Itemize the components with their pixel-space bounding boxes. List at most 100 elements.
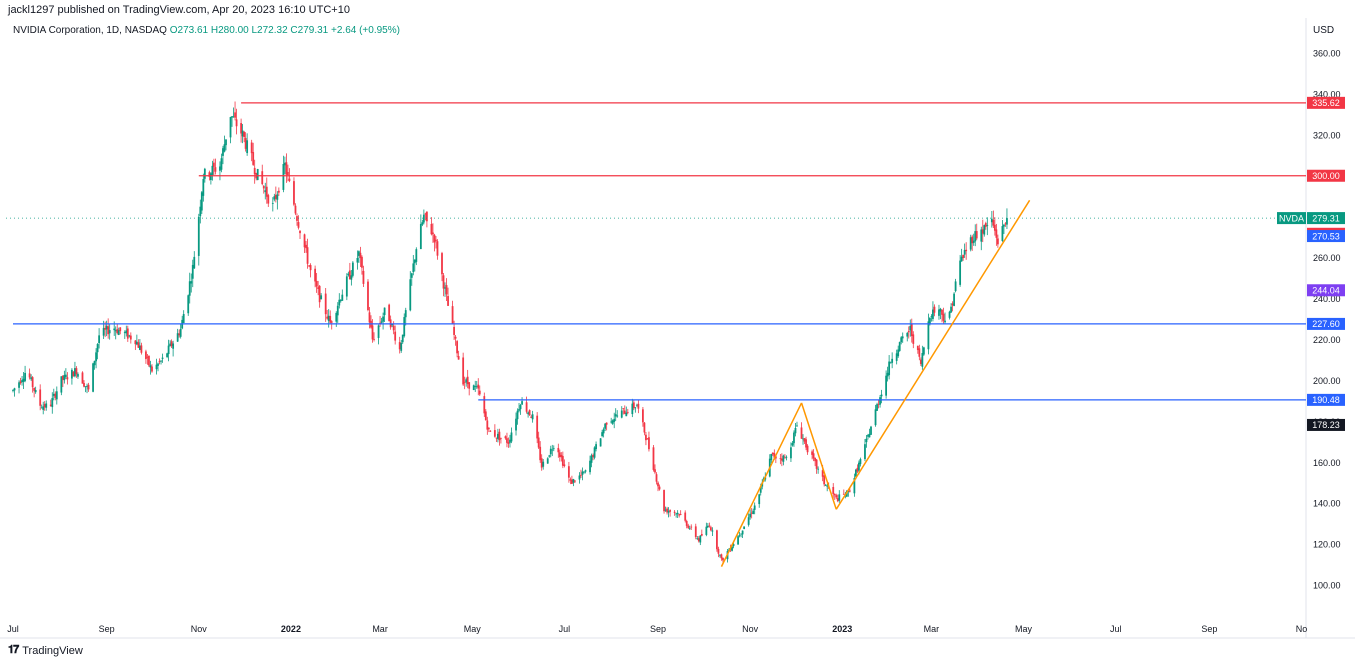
candle-body [178, 333, 181, 336]
candle-body [83, 382, 85, 387]
candle-body [329, 315, 332, 323]
x-tick-label: Jul [559, 624, 571, 634]
candle-body [838, 494, 841, 501]
candle-body [235, 119, 238, 127]
candle-body [388, 304, 391, 322]
candle-body [542, 461, 545, 467]
candle-body [974, 231, 977, 242]
candle-body [657, 482, 659, 487]
candle-body [126, 328, 129, 339]
candle-body [412, 263, 415, 273]
candle-body [858, 462, 860, 471]
candle-body [454, 336, 457, 339]
candle-body [113, 328, 116, 331]
candle-body [699, 535, 702, 543]
candle-body [950, 306, 952, 313]
candle-body [678, 514, 681, 516]
candle-body [19, 381, 22, 384]
close-value: C279.31 [290, 25, 329, 36]
candle-body [240, 123, 242, 134]
candle-body [324, 293, 327, 315]
candle-body [419, 223, 422, 250]
candle-body [1001, 226, 1004, 242]
candle-body [220, 158, 223, 170]
candle-body [889, 362, 892, 364]
candle-body [54, 393, 57, 398]
candle-body [72, 371, 75, 377]
candle-body [456, 341, 459, 354]
x-tick-label: Nov [742, 624, 759, 634]
candle-body [546, 458, 549, 464]
candle-body [51, 398, 54, 408]
candle-body [993, 224, 996, 231]
candle-body [367, 281, 369, 311]
candle-body [637, 403, 640, 409]
candle-body [986, 225, 989, 226]
candle-body [442, 275, 445, 289]
x-tick-label: Mar [372, 624, 388, 634]
candle-body [684, 512, 687, 521]
candle-body [663, 490, 665, 512]
candle-body [104, 327, 107, 330]
candle-body [823, 475, 826, 485]
candle-body [581, 471, 584, 475]
candle-body [750, 512, 753, 514]
candle-body [563, 464, 566, 467]
candle-body [602, 429, 605, 434]
candle-body [61, 375, 64, 380]
candle-body [392, 325, 395, 331]
candle-body [814, 458, 817, 462]
candle-body [614, 414, 617, 417]
candle-body [922, 347, 925, 355]
y-tick-label: 320.00 [1313, 130, 1341, 140]
candle-body [382, 316, 384, 322]
candle-body [18, 382, 20, 388]
candle-body [182, 314, 185, 324]
trendline[interactable] [835, 199, 1031, 510]
candle-body [45, 403, 48, 408]
candle-body [854, 469, 857, 477]
candle-body [339, 300, 342, 302]
time-axis[interactable]: Jul Sep Nov 2022 Mar May Jul Sep Nov 2023 Mar May Ju… [7, 624, 1307, 634]
candle-body [284, 162, 286, 166]
candle-body [793, 432, 795, 444]
candle-body [383, 307, 386, 316]
trendline[interactable] [720, 402, 803, 567]
symbol-legend: NVIDIA Corporation, 1D, NASDAQ O273.61 H… [13, 25, 400, 36]
candle-body [561, 456, 564, 466]
publisher-caption: jackl1297 published on TradingView.com, … [8, 4, 350, 16]
candle-body [874, 409, 877, 426]
candle-body [170, 341, 173, 347]
x-tick-label: Sep [99, 624, 115, 634]
candle-body [138, 345, 141, 350]
candle-body [856, 467, 859, 472]
candle-body [948, 311, 951, 318]
candle-body [129, 335, 132, 340]
candle-body [907, 331, 910, 333]
y-tick-label: 240.00 [1313, 294, 1341, 304]
candle-body [199, 206, 202, 217]
candle-body [77, 374, 79, 377]
candle-body [709, 527, 712, 531]
candle-body [409, 279, 412, 311]
candle-body [403, 317, 406, 337]
candle-body [253, 167, 256, 175]
y-tick-label: 340.00 [1313, 89, 1341, 99]
candle-body [853, 477, 856, 494]
y-tick-label: 200.00 [1313, 376, 1341, 386]
candle-body [31, 377, 34, 388]
candle-body [12, 390, 14, 391]
candle-body [642, 409, 644, 423]
candle-body [941, 309, 943, 315]
candle-body [202, 179, 205, 196]
trendline[interactable] [800, 402, 837, 510]
candle-body [478, 390, 481, 395]
candle-body [700, 534, 703, 536]
candle-body [634, 407, 637, 409]
candle-body [40, 407, 43, 409]
candle-body [738, 535, 741, 537]
price-tag-label: 270.53 [1312, 231, 1340, 241]
y-tick-label: 140.00 [1313, 499, 1341, 509]
candle-body [626, 412, 629, 414]
